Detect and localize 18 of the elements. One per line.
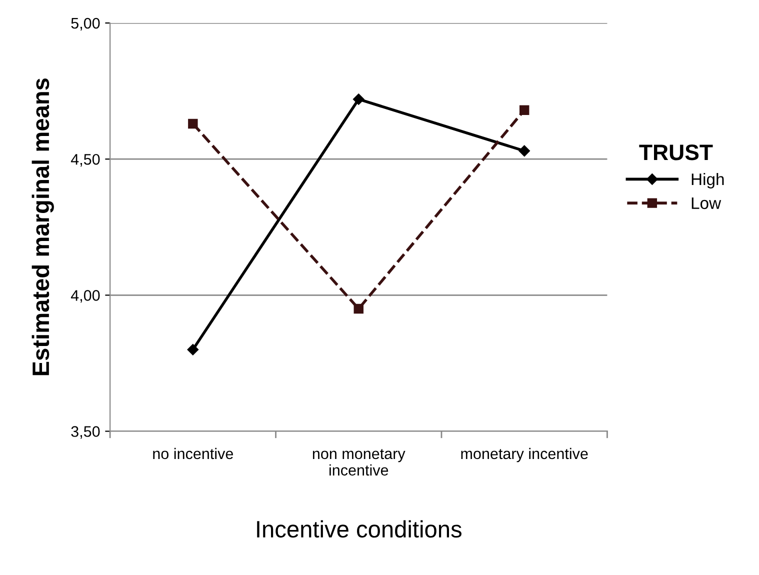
x-tick-label: no incentive — [153, 448, 234, 460]
x-tick-label: monetary incentive — [461, 448, 588, 462]
point — [354, 304, 364, 314]
legend-label: Low — [692, 197, 722, 210]
y-axis-title: Estimated marginal means — [32, 78, 54, 376]
legend-title: TRUST — [639, 144, 713, 160]
legend-label: High — [692, 172, 724, 188]
point — [518, 145, 530, 157]
point — [188, 118, 198, 129]
x-axis-title: Incentive conditions — [257, 520, 462, 538]
point — [519, 105, 530, 115]
point — [353, 94, 364, 105]
y-tick-label: 3,50 — [71, 426, 100, 439]
x-tick-label: non monetary incentive — [312, 449, 406, 476]
point — [187, 344, 199, 356]
y-tick-label: 5,00 — [71, 18, 100, 30]
y-tick-label: 4,50 — [70, 154, 100, 167]
y-tick-label: 4,00 — [70, 290, 100, 303]
